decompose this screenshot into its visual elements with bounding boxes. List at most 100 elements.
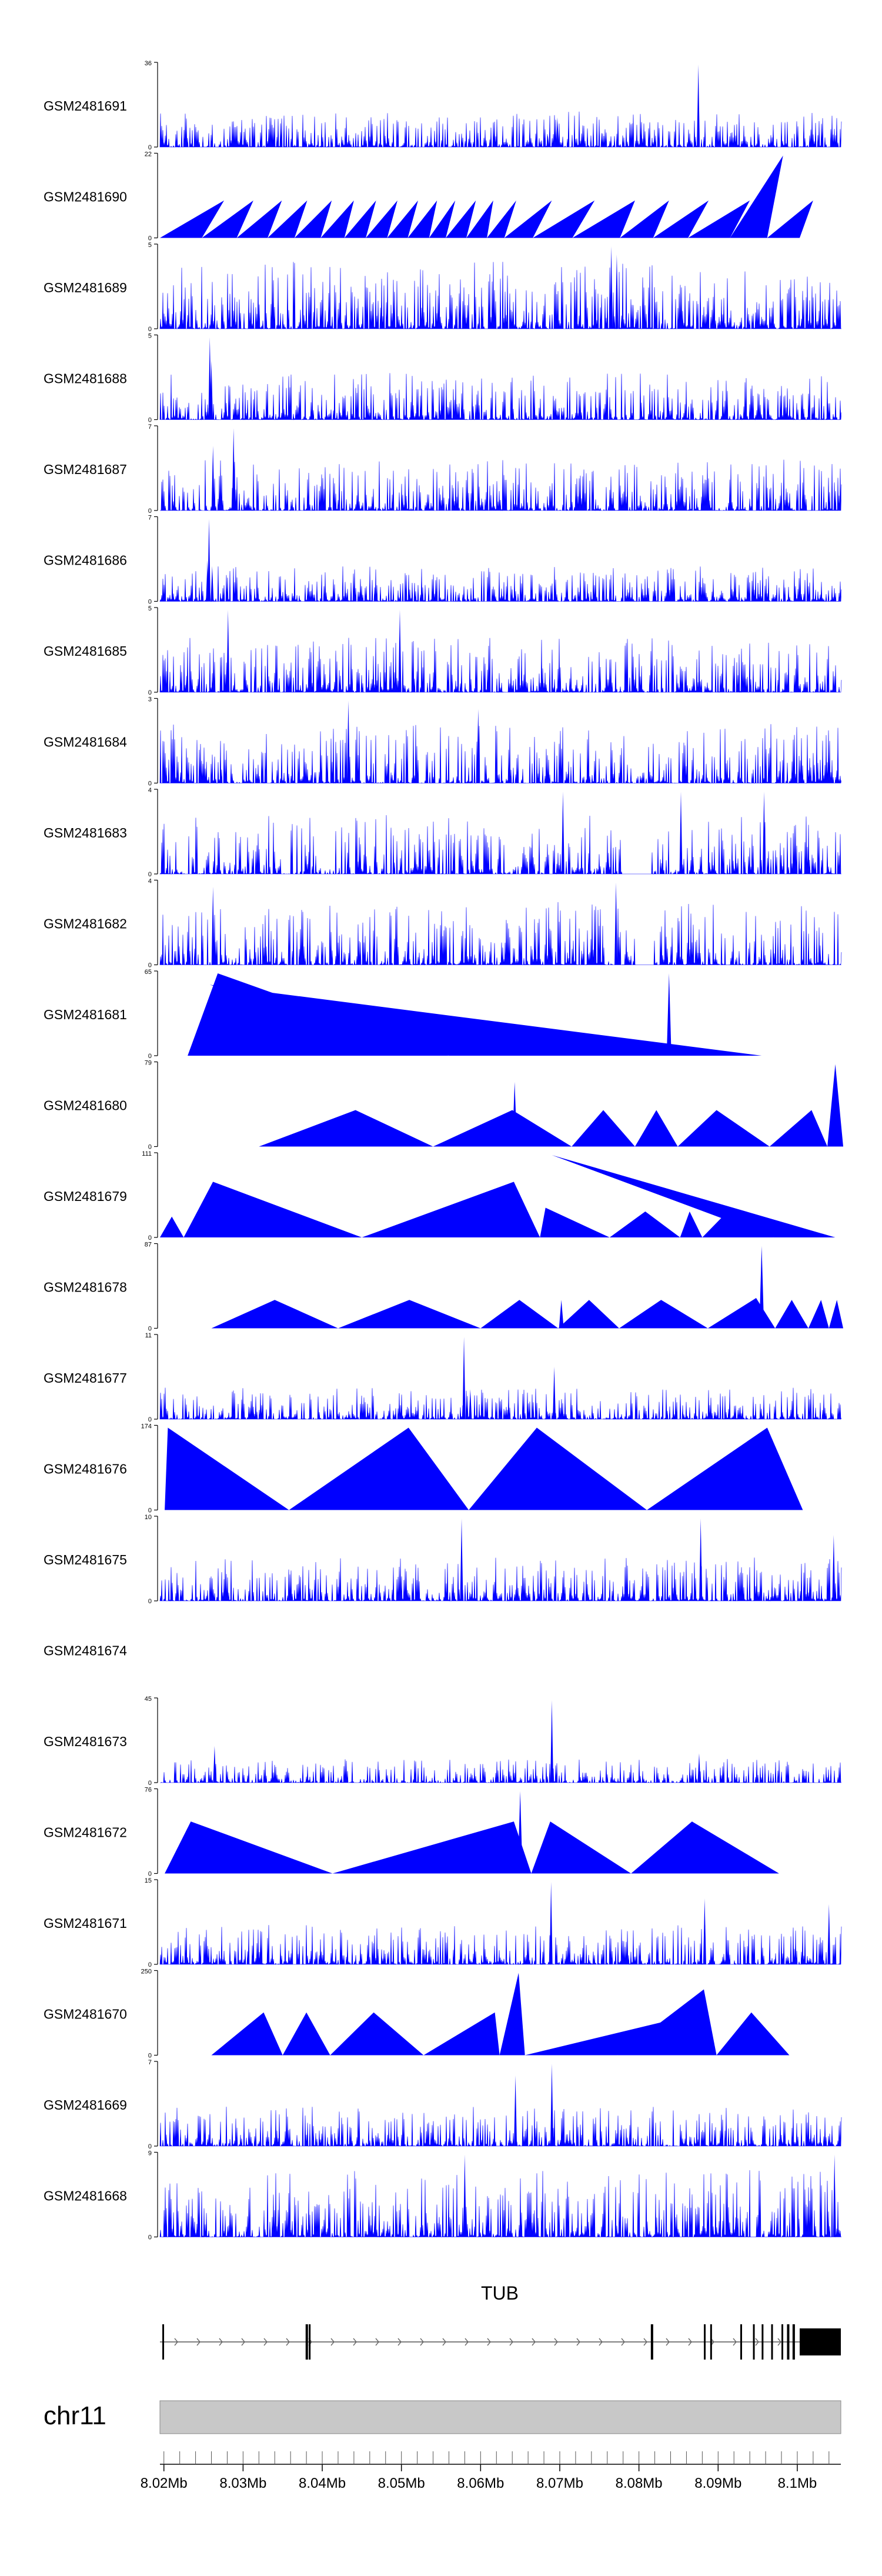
y-max-label: 5 [148, 333, 152, 340]
coverage-area [268, 200, 308, 238]
track-label: GSM2481669 [44, 2097, 127, 2113]
coverage-area [259, 1110, 433, 1147]
track-label: GSM2481671 [44, 1916, 127, 1931]
track-label: GSM2481677 [44, 1370, 127, 1386]
coverage-area [620, 200, 669, 238]
x-tick-label: 8.06Mb [457, 2475, 504, 2491]
y-min-label: 0 [148, 2053, 152, 2060]
track-label: GSM2481690 [44, 189, 127, 205]
coverage-area [160, 200, 225, 238]
track-GSM2481670: GSM2481670 250 0 [44, 1968, 790, 2060]
track-label: GSM2481668 [44, 2188, 127, 2204]
coverage-area [775, 1300, 808, 1329]
coverage-peak [615, 255, 619, 329]
y-max-label: 3 [148, 696, 152, 703]
y-min-label: 0 [148, 689, 152, 696]
y-max-label: 250 [141, 1968, 152, 1976]
strand-arrow [755, 2338, 759, 2346]
track-label: GSM2481678 [44, 1280, 127, 1295]
track-GSM2481684: GSM2481684 3 0 [44, 696, 842, 788]
track-label: GSM2481681 [44, 1007, 127, 1022]
coverage-peak [546, 135, 550, 147]
x-tick-label: 8.07Mb [536, 2475, 583, 2491]
track-label: GSM2481682 [44, 916, 127, 932]
track-GSM2481690: GSM2481690 22 0 [44, 151, 813, 242]
coverage-area [159, 459, 842, 512]
x-tick-label: 8.08Mb [616, 2475, 663, 2491]
strand-arrow [465, 2338, 469, 2346]
coverage-area [159, 1925, 842, 1966]
exon [787, 2324, 790, 2360]
exon [761, 2324, 764, 2360]
coverage-area [634, 1110, 678, 1147]
track-GSM2481683: GSM2481683 4 0 [44, 787, 841, 878]
coverage-area [466, 200, 493, 238]
gene-track: TUB [160, 2283, 841, 2360]
coverage-peak [463, 2154, 466, 2237]
coverage-area [524, 2012, 703, 2056]
track-label: GSM2481680 [44, 1098, 127, 1113]
coverage-peak [469, 1389, 472, 1419]
coverage-area [716, 2012, 790, 2056]
y-max-label: 7 [148, 423, 152, 431]
coverage-area [423, 2012, 500, 2056]
coverage-area [552, 1155, 836, 1237]
strand-arrow [599, 2338, 603, 2346]
y-max-label: 76 [145, 1787, 152, 1794]
exon [753, 2324, 755, 2360]
coverage-area [480, 1300, 559, 1329]
strand-arrow [241, 2338, 245, 2346]
track-label: GSM2481688 [44, 371, 127, 386]
track-GSM2481672: GSM2481672 76 0 [44, 1787, 779, 1878]
coverage-peak [353, 1123, 359, 1147]
y-min-label: 0 [148, 1871, 152, 1878]
strand-arrow [219, 2338, 223, 2346]
coverage-peak [549, 1882, 553, 1964]
coverage-area [767, 200, 813, 238]
coverage-area [211, 1300, 338, 1329]
strand-arrow [733, 2338, 737, 2346]
chromosome-ideogram [159, 2400, 841, 2434]
coverage-peak [556, 117, 559, 147]
coverage-area [540, 1207, 610, 1237]
strand-arrow [174, 2338, 178, 2346]
track-GSM2481676: GSM2481676 174 0 [44, 1423, 803, 1514]
coverage-area [707, 1298, 776, 1329]
y-max-label: 7 [148, 515, 152, 522]
track-label: GSM2481685 [44, 643, 127, 659]
y-max-label: 4 [148, 787, 152, 794]
y-max-label: 10 [145, 1514, 152, 1521]
y-min-label: 0 [148, 1507, 152, 1514]
strand-arrow [688, 2338, 692, 2346]
coverage-area [617, 1989, 717, 2056]
coverage-peak [550, 2064, 554, 2146]
y-min-label: 0 [148, 144, 152, 151]
coverage-area [647, 1427, 803, 1510]
coverage-area [330, 2012, 424, 2056]
chromosome-track: chr11 [44, 2400, 841, 2434]
y-max-label: 5 [148, 605, 152, 612]
x-tick-label: 8.05Mb [378, 2475, 425, 2491]
track-GSM2481691: GSM2481691 36 0 [44, 60, 842, 151]
strand-arrow [643, 2338, 647, 2346]
coverage-area [159, 2170, 842, 2238]
y-min-label: 0 [148, 871, 152, 878]
y-min-label: 0 [148, 235, 152, 242]
coverage-area [362, 1182, 540, 1237]
track-GSM2481681: GSM2481681 65 0 [44, 969, 762, 1060]
track-label: GSM2481672 [44, 1825, 127, 1840]
coverage-area [159, 2107, 842, 2147]
coverage-peak [232, 428, 235, 510]
coverage-area [446, 200, 476, 238]
y-max-label: 5 [148, 242, 152, 249]
coverage-peak [346, 700, 350, 783]
coverage-area [366, 200, 397, 238]
coverage-peak [398, 610, 402, 692]
exon [792, 2324, 795, 2360]
coverage-area [730, 155, 783, 238]
coverage-area [338, 1300, 481, 1329]
strand-arrow [554, 2338, 558, 2346]
coverage-area [702, 1211, 774, 1237]
coverage-peak [703, 1898, 706, 1964]
coverage-peak [833, 2154, 836, 2237]
